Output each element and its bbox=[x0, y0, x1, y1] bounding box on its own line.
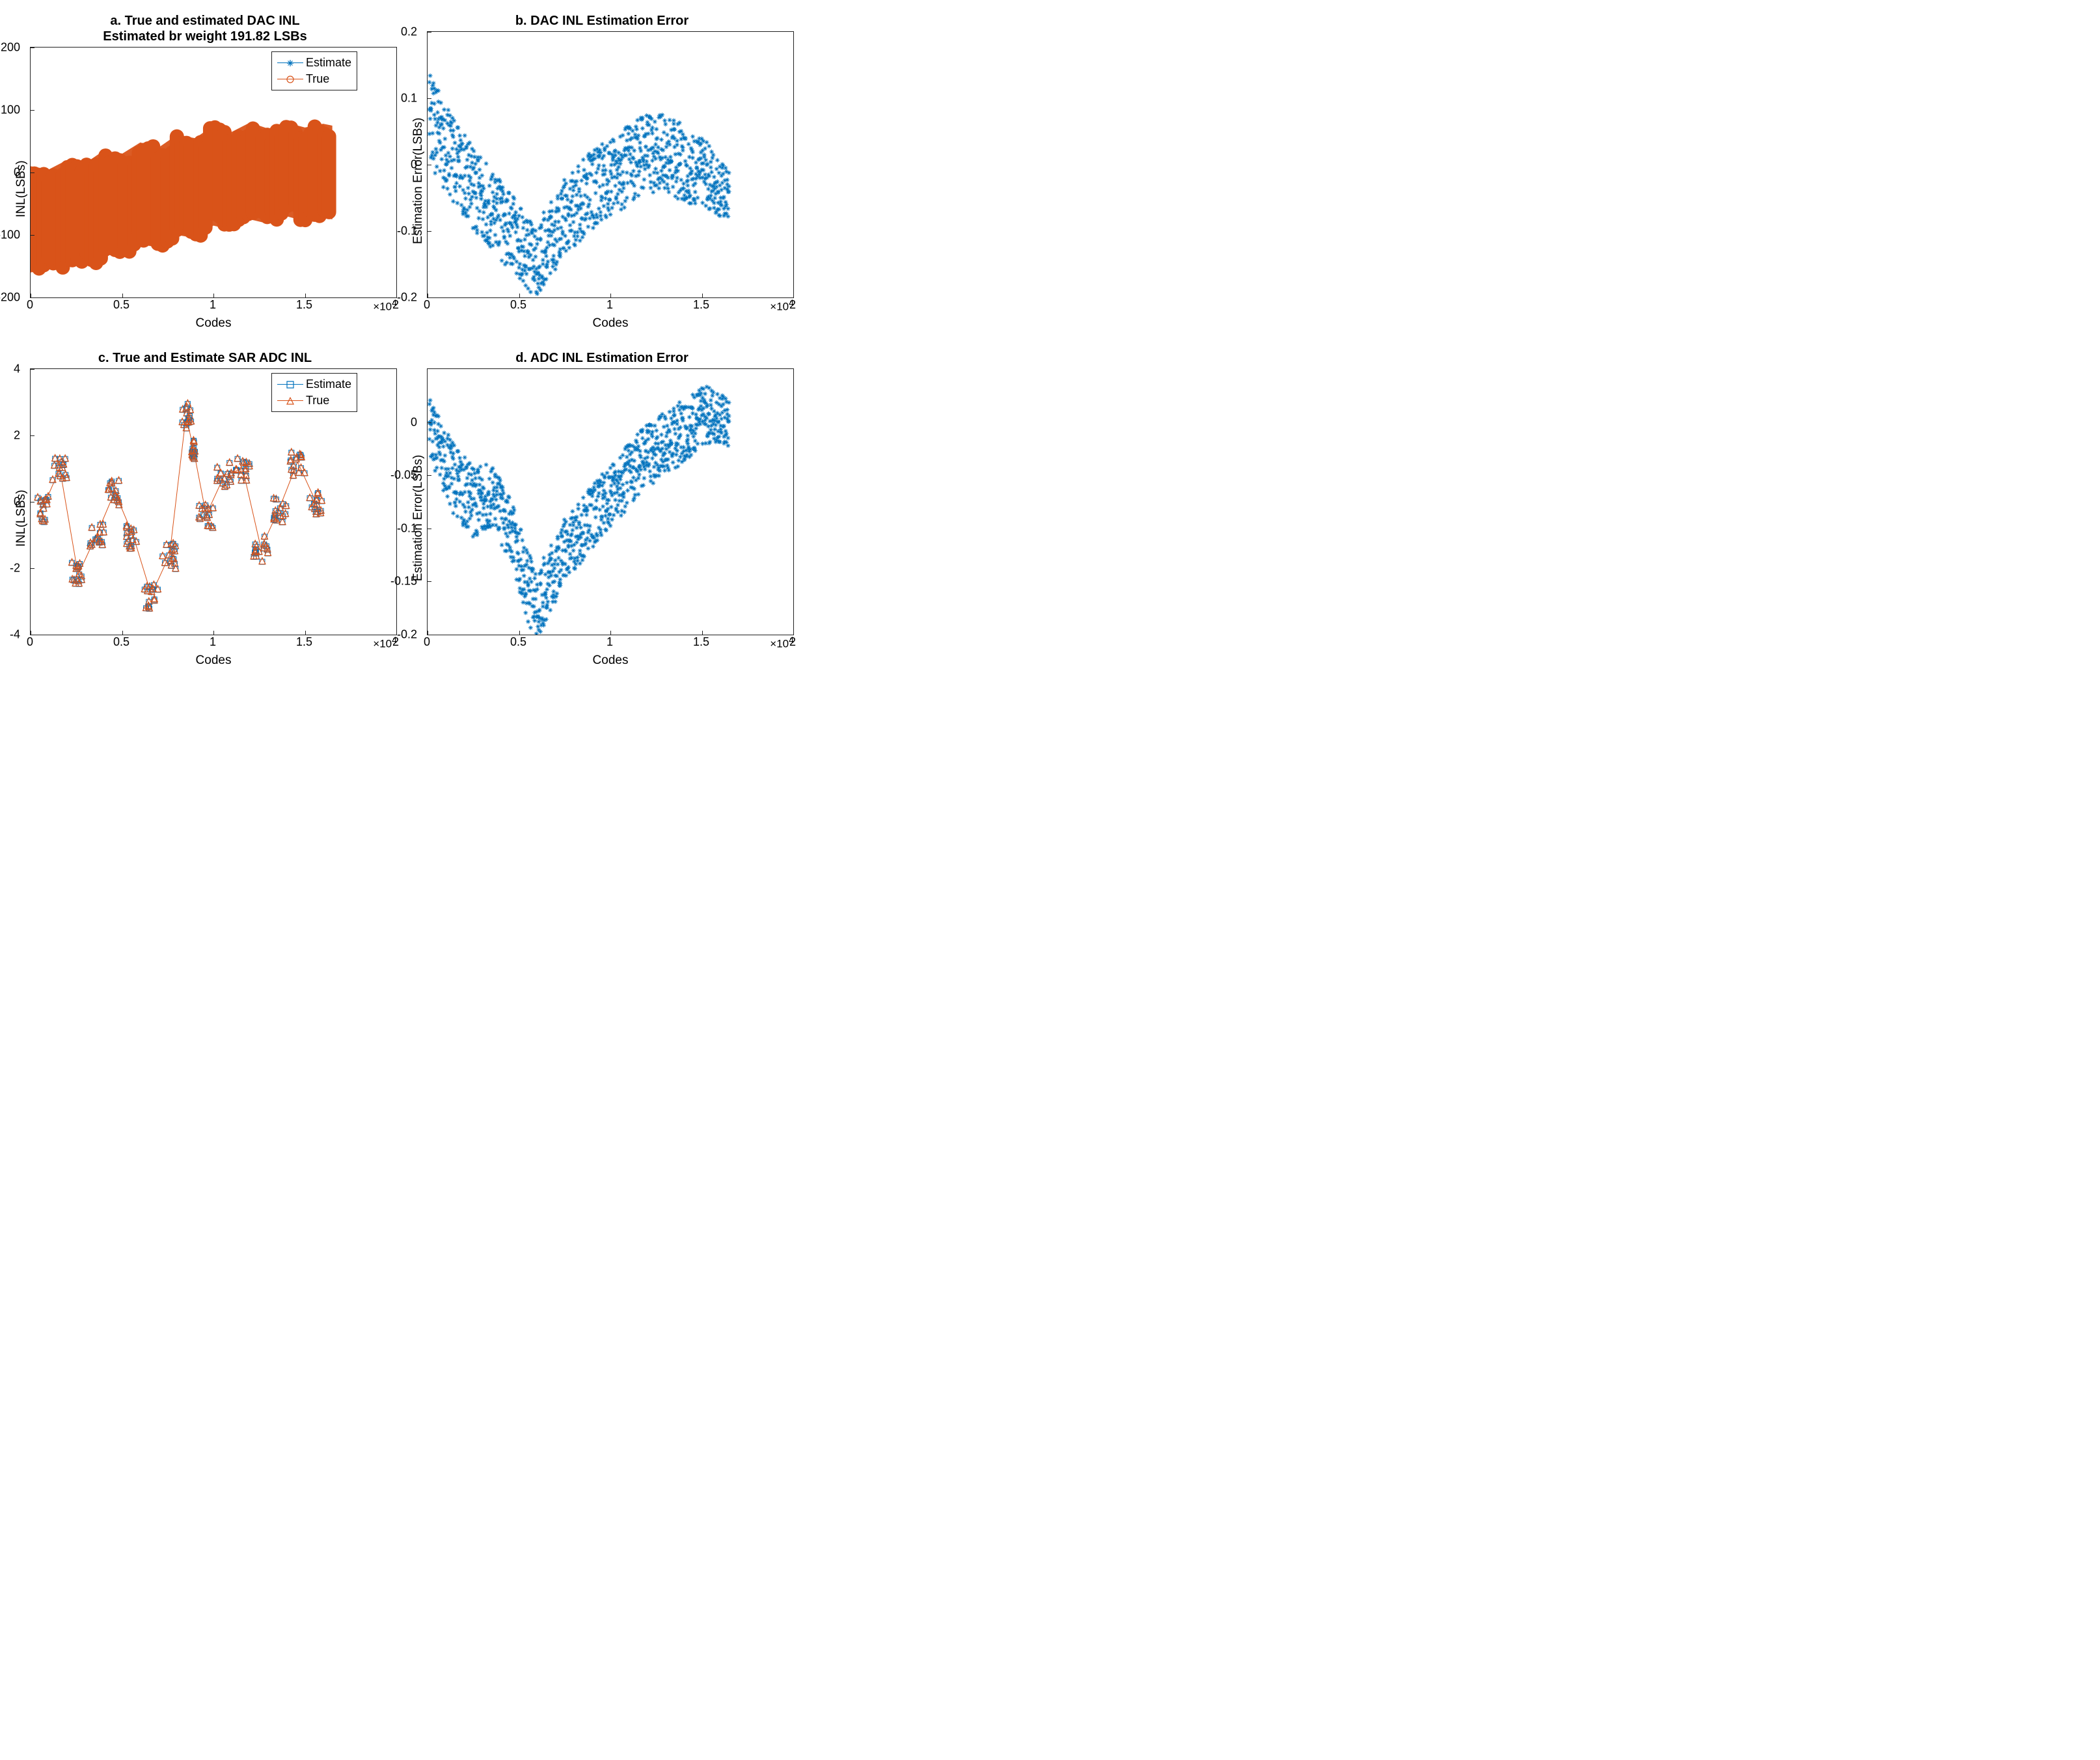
x-tick-label: 1.5 bbox=[693, 298, 709, 312]
subplot-b: b. DAC INL Estimation Error Estimation E… bbox=[410, 13, 794, 331]
series-connect-line bbox=[42, 415, 316, 594]
subplot-c-ylabel: INL(LSBs) bbox=[13, 368, 30, 668]
x-tick-label: 1.5 bbox=[296, 298, 312, 312]
x-tick-label: 1.5 bbox=[693, 635, 709, 649]
x-tick-label: 0.5 bbox=[113, 635, 130, 649]
y-tick-label: 200 bbox=[1, 41, 20, 55]
legend-item: True bbox=[277, 71, 351, 87]
y-tick-label: -0.15 bbox=[390, 575, 417, 588]
legend-label: True bbox=[306, 392, 329, 409]
series-scatter bbox=[428, 385, 731, 635]
y-tick-label: -0.2 bbox=[397, 291, 417, 305]
legend-label: True bbox=[306, 71, 329, 87]
y-tick-label: 0.2 bbox=[401, 25, 417, 39]
subplot-b-title: b. DAC INL Estimation Error bbox=[410, 13, 794, 29]
x-tick-label: 0.5 bbox=[510, 298, 526, 312]
subplot-a-x-exponent: ×104 bbox=[373, 298, 397, 314]
subplot-a-axes: -200-1000100200 EstimateTrue bbox=[30, 47, 397, 298]
subplot-c-legend: EstimateTrue bbox=[271, 373, 357, 412]
x-tick-label: 1 bbox=[607, 298, 613, 312]
subplot-b-ylabel: Estimation Error(LSBs) bbox=[410, 31, 427, 331]
subplot-c-xlabel: Codes bbox=[30, 653, 397, 668]
subplot-d-ylabel: Estimation Error(LSBs) bbox=[410, 368, 427, 668]
y-tick-label: 0 bbox=[14, 495, 20, 509]
y-tick-label: -0.05 bbox=[390, 469, 417, 482]
subplot-b-xlabel: Codes bbox=[427, 316, 794, 331]
subplot-c-title: c. True and Estimate SAR ADC INL bbox=[13, 350, 397, 366]
legend-label: Estimate bbox=[306, 376, 351, 392]
y-tick-label: -0.1 bbox=[397, 521, 417, 535]
series-scatter bbox=[428, 74, 731, 296]
x-tick-label: 1.5 bbox=[296, 635, 312, 649]
subplot-b-x-exponent: ×104 bbox=[770, 298, 794, 314]
subplot-d-x-exponent: ×104 bbox=[770, 635, 794, 651]
y-tick-label: -0.1 bbox=[397, 225, 417, 238]
y-tick-label: -200 bbox=[0, 291, 20, 305]
subplot-b-axes: -0.2-0.100.10.2 bbox=[427, 31, 794, 298]
x-tick-label: 1 bbox=[210, 298, 216, 312]
y-tick-label: -4 bbox=[10, 628, 20, 642]
x-tick-label: 1 bbox=[210, 635, 216, 649]
subplot-a-xlabel: Codes bbox=[30, 316, 397, 331]
subplot-a-title: a. True and estimated DAC INL Estimated … bbox=[13, 13, 397, 44]
subplot-a: a. True and estimated DAC INL Estimated … bbox=[13, 13, 397, 331]
x-tick-label: 0.5 bbox=[510, 635, 526, 649]
subplot-a-legend: EstimateTrue bbox=[271, 51, 357, 90]
x-tick-label: 0 bbox=[27, 635, 33, 649]
x-tick-label: 0 bbox=[27, 298, 33, 312]
y-tick-label: -100 bbox=[0, 228, 20, 242]
subplot-d-axes: -0.2-0.15-0.1-0.050 bbox=[427, 368, 794, 635]
y-tick-label: -2 bbox=[10, 562, 20, 575]
y-tick-label: 4 bbox=[14, 363, 20, 376]
x-tick-label: 0 bbox=[424, 635, 430, 649]
subplot-d-xlabel: Codes bbox=[427, 653, 794, 668]
x-tick-label: 0.5 bbox=[113, 298, 130, 312]
y-tick-label: 0 bbox=[411, 415, 417, 429]
y-tick-label: 0 bbox=[14, 166, 20, 180]
subplot-a-ylabel: INL(LSBs) bbox=[13, 47, 30, 331]
legend-item: Estimate bbox=[277, 55, 351, 71]
x-tick-label: 0 bbox=[424, 298, 430, 312]
subplot-d: d. ADC INL Estimation Error Estimation E… bbox=[410, 350, 794, 668]
legend-item: True bbox=[277, 392, 351, 409]
y-tick-label: -0.2 bbox=[397, 628, 417, 642]
subplot-d-title: d. ADC INL Estimation Error bbox=[410, 350, 794, 366]
subplot-c: c. True and Estimate SAR ADC INL INL(LSB… bbox=[13, 350, 397, 668]
y-tick-label: 2 bbox=[14, 429, 20, 443]
figure-grid: a. True and estimated DAC INL Estimated … bbox=[13, 13, 794, 668]
legend-label: Estimate bbox=[306, 55, 351, 71]
y-tick-label: 100 bbox=[1, 103, 20, 117]
y-tick-label: 0 bbox=[411, 158, 417, 172]
y-tick-label: 0.1 bbox=[401, 92, 417, 105]
subplot-c-x-exponent: ×104 bbox=[373, 635, 397, 651]
legend-item: Estimate bbox=[277, 376, 351, 392]
subplot-c-axes: -4-2024 EstimateTrue bbox=[30, 368, 397, 635]
x-tick-label: 1 bbox=[607, 635, 613, 649]
